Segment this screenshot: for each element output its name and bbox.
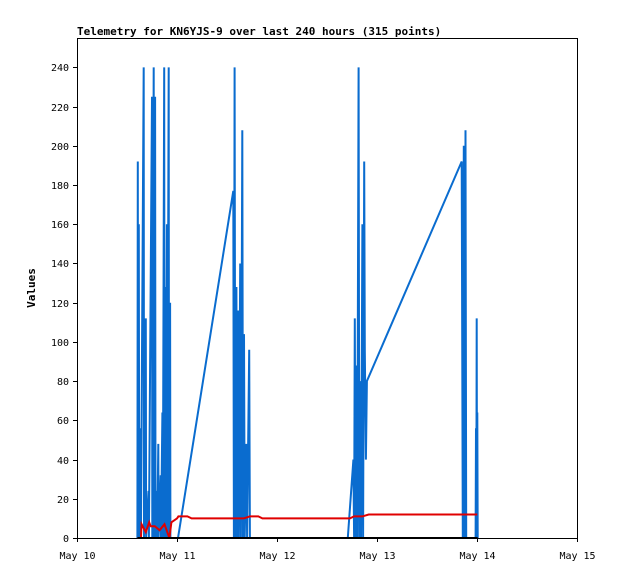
y-tick-label: 200 xyxy=(51,142,69,153)
x-tick-label: May 15 xyxy=(559,551,595,562)
y-axis-label: Values xyxy=(25,268,38,308)
y-tick-label: 0 xyxy=(63,534,69,545)
y-tick-label: 220 xyxy=(51,103,69,114)
y-axis: 0 20 40 60 80 100 120 140 160 180 200 220 240 xyxy=(51,63,77,545)
series-layer xyxy=(136,67,479,539)
y-tick-label: 240 xyxy=(51,63,69,74)
y-tick-label: 40 xyxy=(57,456,69,467)
x-tick-label: May 13 xyxy=(359,551,395,562)
y-tick-label: 80 xyxy=(57,377,69,388)
chart-title: Telemetry for KN6YJS-9 over last 240 hou… xyxy=(77,25,441,38)
y-tick-label: 100 xyxy=(51,338,69,349)
x-axis: May 10 May 11 May 12 May 13 May 14 May 15 xyxy=(59,538,596,562)
y-tick-label: 20 xyxy=(57,495,69,506)
x-tick-label: May 11 xyxy=(159,551,195,562)
y-tick-label: 60 xyxy=(57,416,69,427)
x-tick-label: May 14 xyxy=(459,551,495,562)
y-tick-label: 140 xyxy=(51,259,69,270)
series-line-2 xyxy=(137,513,478,539)
y-tick-label: 120 xyxy=(51,299,69,310)
y-tick-label: 180 xyxy=(51,181,69,192)
x-tick-label: May 12 xyxy=(259,551,295,562)
series-line-1 xyxy=(136,67,479,539)
y-tick-label: 160 xyxy=(51,220,69,231)
x-tick-label: May 10 xyxy=(59,551,95,562)
